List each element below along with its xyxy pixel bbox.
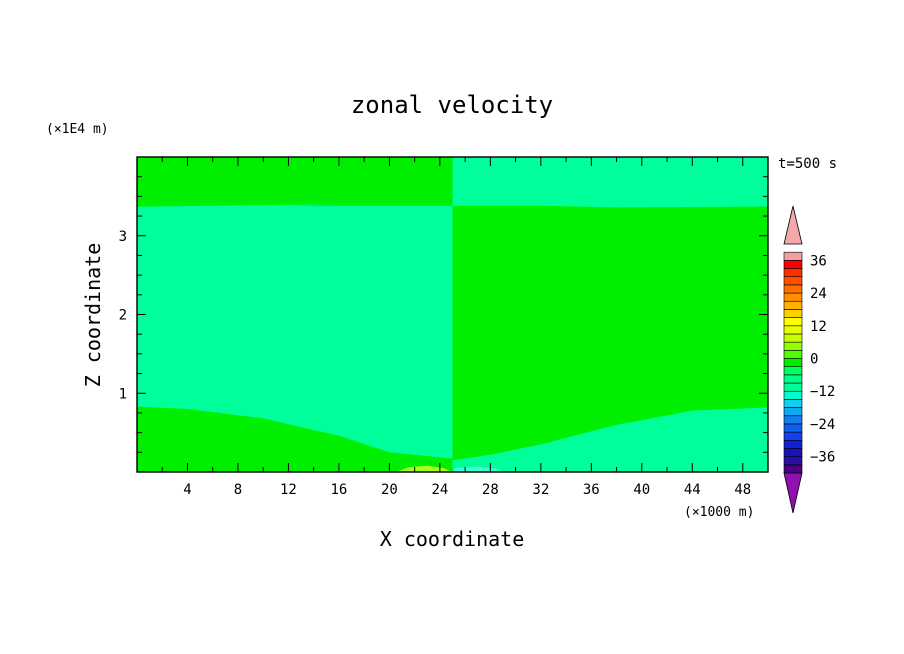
chart-title: zonal velocity — [351, 91, 553, 119]
colorbar-tick-label: −12 — [810, 384, 835, 400]
y-unit-label: (×1E4 m) — [46, 122, 109, 137]
colorbar-segment — [783, 268, 803, 278]
colorbar-tick-label: 12 — [810, 319, 827, 335]
colorbar-segment — [783, 333, 803, 343]
x-tick-label: 40 — [633, 482, 650, 498]
colorbar-over-arrow — [783, 205, 803, 245]
colorbar-segment — [783, 423, 803, 433]
colorbar-segment — [783, 317, 803, 327]
colorbar-segment — [783, 325, 803, 335]
y-tick-label: 1 — [119, 386, 127, 402]
x-tick-label: 20 — [381, 482, 398, 498]
colorbar-segment — [783, 431, 803, 441]
colorbar-segment — [783, 341, 803, 351]
colorbar-segment — [783, 374, 803, 384]
colorbar-segment — [783, 456, 803, 466]
colorbar-segment — [783, 251, 803, 261]
colorbar-segment — [783, 415, 803, 425]
x-axis: 4 8 12 16 20 24 28 32 36 40 44 48 — [161, 157, 769, 498]
colorbar-segment — [783, 309, 803, 318]
field-region-weak-positive — [395, 465, 453, 472]
colorbar-segment — [783, 300, 803, 310]
field-region-right — [452, 205, 768, 461]
colorbar-segment — [783, 284, 803, 294]
colorbar-tick-label: 0 — [810, 352, 818, 368]
colorbar-tick-label: −24 — [810, 417, 835, 433]
x-tick-label: 4 — [183, 482, 191, 498]
colorbar-segment — [783, 276, 803, 286]
colorbar-segment — [783, 448, 803, 457]
colorbar-segment — [783, 382, 803, 392]
colorbar-segment — [783, 366, 803, 376]
x-tick-label: 28 — [482, 482, 499, 498]
x-tick-label: 32 — [532, 482, 549, 498]
colorbar-tick-label: −36 — [810, 450, 835, 466]
field-region-lower-left — [137, 406, 453, 472]
x-tick-label: 16 — [330, 482, 347, 498]
x-unit-label: (×1000 m) — [684, 505, 754, 520]
x-tick-label: 48 — [734, 482, 751, 498]
colorbar-segment — [783, 399, 803, 408]
colorbar-under-arrow — [783, 472, 803, 514]
colorbar-segment — [783, 464, 803, 474]
colorbar: 36 24 12 0 −12 −24 −36 — [783, 205, 835, 514]
colorbar-tick-label: 36 — [810, 253, 827, 269]
y-axis-label: Z coordinate — [81, 243, 105, 388]
x-axis-label: X coordinate — [380, 527, 525, 551]
colorbar-segment — [783, 439, 803, 449]
x-tick-label: 44 — [684, 482, 701, 498]
colorbar-tick-label: 24 — [810, 286, 827, 302]
x-tick-label: 12 — [280, 482, 297, 498]
colorbar-segment — [783, 292, 803, 302]
colorbar-segment — [783, 260, 803, 269]
colorbar-segment — [783, 358, 803, 367]
velocity-field — [137, 157, 768, 472]
time-label: t=500 s — [778, 156, 837, 172]
y-tick-label: 3 — [119, 229, 127, 245]
x-tick-label: 36 — [583, 482, 600, 498]
colorbar-segment — [783, 407, 803, 417]
y-tick-label: 2 — [119, 308, 127, 324]
colorbar-segment — [783, 350, 803, 359]
y-axis: 1 2 3 — [119, 176, 768, 453]
field-region-upper-left — [137, 157, 453, 207]
x-tick-label: 24 — [431, 482, 448, 498]
x-tick-label: 8 — [234, 482, 242, 498]
colorbar-segment — [783, 390, 803, 400]
